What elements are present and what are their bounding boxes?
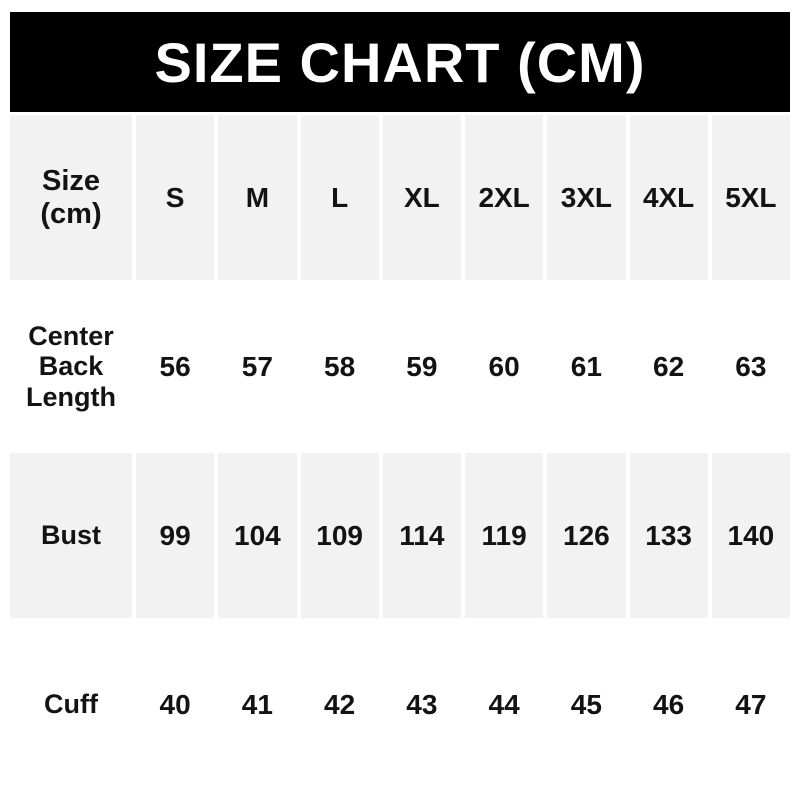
value-cell-cuff-2xl: 44 [488, 688, 520, 720]
value-cell-cuff-3xl: 45 [570, 688, 602, 720]
value-cell-bust-m: 104 [218, 453, 297, 618]
value-cell-bust-2xl: 119 [465, 453, 544, 618]
value-cell-cuff-m: 41 [241, 688, 273, 720]
value-cell-cuff-4xl: 46 [653, 688, 685, 720]
size-column-header-2xl: 2XL [465, 115, 544, 280]
value-cell-cuff-s: 40 [159, 688, 191, 720]
corner-label-line1: Size [41, 165, 101, 198]
value-cell-center-back-length-xl: 59 [406, 350, 438, 382]
corner-label-line2: (cm) [40, 197, 102, 230]
corner-size-cm-cell: Size (cm) [10, 115, 132, 280]
size-column-header-5xl: 5XL [711, 115, 790, 280]
value-cell-center-back-length-5xl: 63 [735, 350, 767, 382]
size-chart-banner: SIZE CHART (CM) [10, 12, 790, 112]
size-table: Size (cm) S M L XL 2XL 3XL 4XL 5XL Center Back Len… [10, 115, 790, 787]
value-cell-bust-l: 109 [300, 453, 379, 618]
value-cell-center-back-length-4xl: 62 [653, 350, 685, 382]
size-column-header-s: S [136, 115, 215, 280]
value-cell-bust-xl: 114 [382, 453, 461, 618]
size-chart-title: SIZE CHART (CM) [154, 30, 646, 94]
row-label-cell: Center Back Length [26, 321, 116, 412]
value-cell-cuff-l: 42 [324, 688, 356, 720]
value-cell-center-back-length-s: 56 [159, 350, 191, 382]
value-cell-center-back-length-l: 58 [324, 350, 356, 382]
value-cell-cuff-5xl: 47 [735, 688, 767, 720]
value-cell-center-back-length-3xl: 61 [570, 350, 602, 382]
value-cell-bust-s: 99 [136, 453, 215, 618]
row-label-cell: Cuff [44, 689, 98, 720]
size-column-header-l: L [300, 115, 379, 280]
value-cell-bust-4xl: 133 [629, 453, 708, 618]
row-label-cell: Bust [10, 453, 132, 618]
value-cell-cuff-xl: 43 [406, 688, 438, 720]
size-column-header-4xl: 4XL [629, 115, 708, 280]
value-cell-center-back-length-m: 57 [241, 350, 273, 382]
value-cell-bust-5xl: 140 [711, 453, 790, 618]
value-cell-center-back-length-2xl: 60 [488, 350, 520, 382]
size-column-header-m: M [218, 115, 297, 280]
size-column-header-3xl: 3XL [547, 115, 626, 280]
size-column-header-xl: XL [382, 115, 461, 280]
value-cell-bust-3xl: 126 [547, 453, 626, 618]
